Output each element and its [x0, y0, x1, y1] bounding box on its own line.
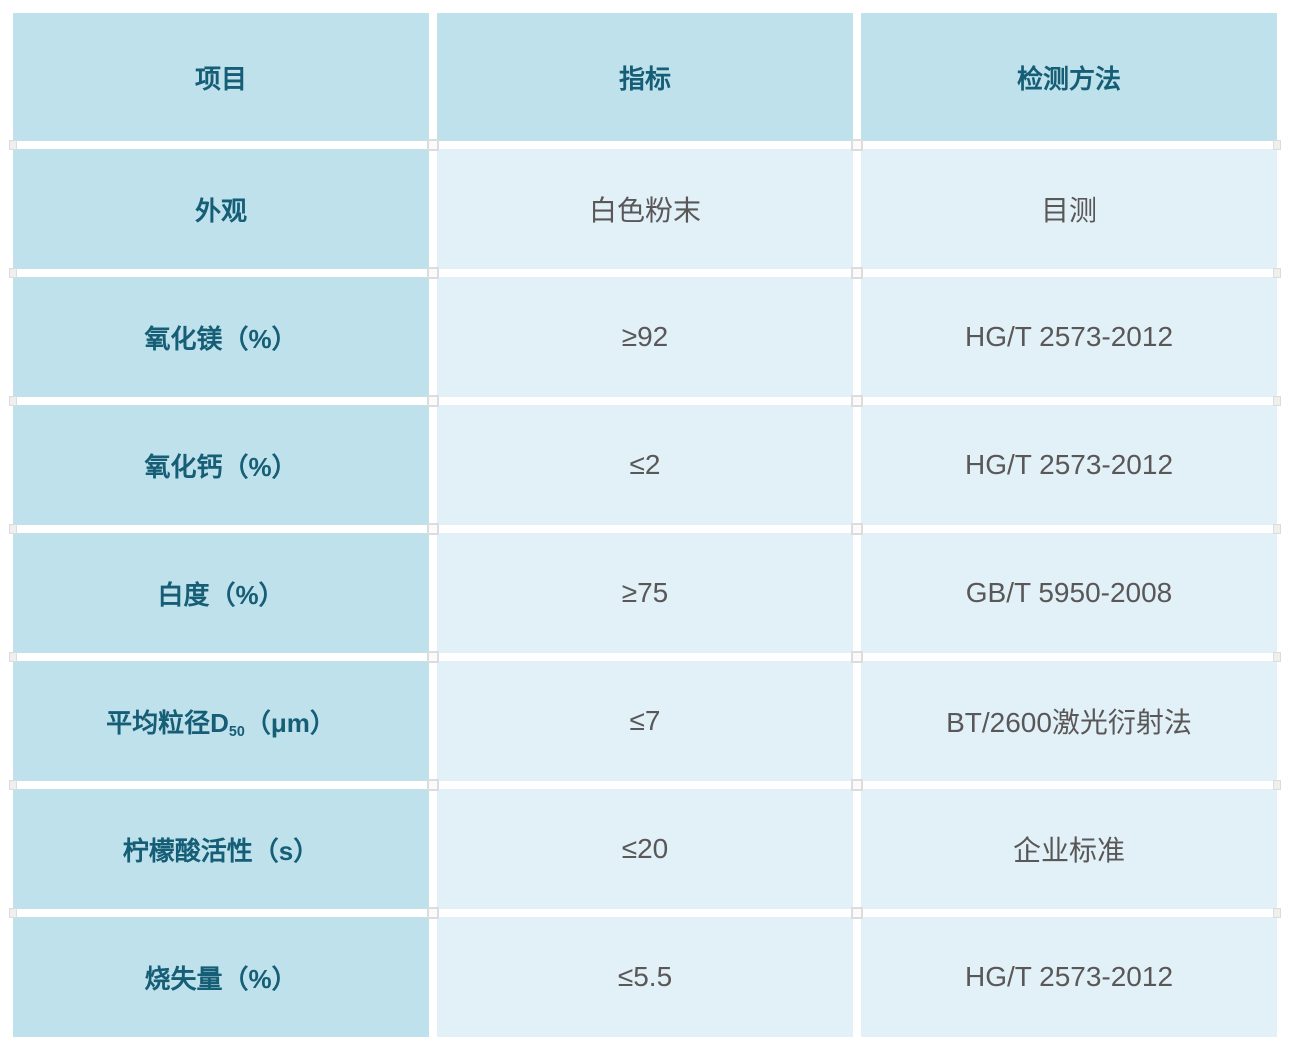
item-subscript: 50: [228, 723, 245, 740]
method-cell: 企业标准: [861, 789, 1277, 909]
item-cell: 柠檬酸活性（s）: [13, 789, 429, 909]
table-row: 外观 白色粉末 目测: [13, 149, 1277, 269]
method-value: 目测: [1040, 195, 1097, 226]
grid-handle-icon: [9, 908, 17, 918]
grid-handle-icon: [1273, 652, 1281, 662]
spec-value: ≤20: [621, 833, 669, 864]
grid-handle-icon: [851, 651, 863, 663]
grid-handle-icon: [1273, 908, 1281, 918]
grid-handle-icon: [427, 523, 439, 535]
table-row: 烧失量（%） ≤5.5 HG/T 2573-2012: [13, 917, 1277, 1037]
header-label-spec: 指标: [618, 63, 671, 94]
spec-value: ≤7: [629, 705, 661, 736]
table-row: 白度（%） ≥75 GB/T 5950-2008: [13, 533, 1277, 653]
table-row: 平均粒径D50（μm） ≤7 BT/2600激光衍射法: [13, 661, 1277, 781]
method-cell: HG/T 2573-2012: [861, 405, 1277, 525]
row-gap: [9, 267, 1281, 279]
spec-value-cell: ≤7: [437, 661, 853, 781]
grid-handle-icon: [9, 780, 17, 790]
method-cell: HG/T 2573-2012: [861, 277, 1277, 397]
grid-handle-icon: [1273, 780, 1281, 790]
grid-handle-icon: [9, 140, 17, 150]
grid-handle-icon: [851, 395, 863, 407]
spec-value-cell: ≤2: [437, 405, 853, 525]
item-label: 外观: [194, 195, 247, 226]
header-row: 项目 指标 检测方法: [13, 13, 1277, 141]
spec-value: ≥92: [621, 321, 669, 352]
row-gap: [9, 523, 1281, 535]
spec-table: 项目 指标 检测方法 外观 白色粉末 目测: [9, 13, 1281, 1037]
grid-handle-icon: [1273, 524, 1281, 534]
header-cell-method: 检测方法: [861, 13, 1277, 141]
method-cell: HG/T 2573-2012: [861, 917, 1277, 1037]
table-row: 柠檬酸活性（s） ≤20 企业标准: [13, 789, 1277, 909]
item-cell: 氧化钙（%）: [13, 405, 429, 525]
grid-handle-icon: [1273, 396, 1281, 406]
grid-handle-icon: [9, 268, 17, 278]
item-label: 氧化镁（%）: [144, 323, 298, 354]
grid-handle-icon: [851, 523, 863, 535]
spec-value-cell: ≥75: [437, 533, 853, 653]
item-cell: 白度（%）: [13, 533, 429, 653]
item-cell: 平均粒径D50（μm）: [13, 661, 429, 781]
header-cell-item: 项目: [13, 13, 429, 141]
spec-value: 白色粉末: [588, 195, 701, 226]
table-row: 氧化镁（%） ≥92 HG/T 2573-2012: [13, 277, 1277, 397]
spec-value-cell: ≤5.5: [437, 917, 853, 1037]
item-cell: 氧化镁（%）: [13, 277, 429, 397]
grid-handle-icon: [851, 907, 863, 919]
row-gap: [9, 395, 1281, 407]
row-gap: [9, 651, 1281, 663]
item-label: 平均粒径D50（μm）: [106, 707, 336, 740]
grid-handle-icon: [9, 396, 17, 406]
grid-handle-icon: [9, 524, 17, 534]
header-label-item: 项目: [194, 63, 247, 94]
row-gap: [9, 139, 1281, 151]
spec-value: ≤2: [629, 449, 661, 480]
grid-handle-icon: [1273, 140, 1281, 150]
item-cell: 外观: [13, 149, 429, 269]
grid-handle-icon: [851, 779, 863, 791]
method-cell: BT/2600激光衍射法: [861, 661, 1277, 781]
method-value: BT/2600激光衍射法: [946, 707, 1192, 738]
item-label: 柠檬酸活性（s）: [122, 835, 320, 866]
grid-handle-icon: [9, 652, 17, 662]
method-value: HG/T 2573-2012: [964, 321, 1174, 352]
row-gap: [9, 779, 1281, 791]
spec-value-cell: ≥92: [437, 277, 853, 397]
grid-handle-icon: [851, 139, 863, 151]
header-cell-spec: 指标: [437, 13, 853, 141]
table-row: 氧化钙（%） ≤2 HG/T 2573-2012: [13, 405, 1277, 525]
grid-handle-icon: [427, 651, 439, 663]
grid-handle-icon: [1273, 268, 1281, 278]
item-label: 白度（%）: [157, 579, 285, 610]
method-value: HG/T 2573-2012: [964, 449, 1174, 480]
grid-handle-icon: [427, 779, 439, 791]
item-label: 氧化钙（%）: [144, 451, 298, 482]
method-value: 企业标准: [1012, 835, 1125, 866]
grid-handle-icon: [851, 267, 863, 279]
row-gap: [9, 907, 1281, 919]
grid-handle-icon: [427, 395, 439, 407]
spec-value-cell: 白色粉末: [437, 149, 853, 269]
spec-value: ≤5.5: [617, 961, 673, 992]
spec-value: ≥75: [621, 577, 669, 608]
item-cell: 烧失量（%）: [13, 917, 429, 1037]
method-value: HG/T 2573-2012: [964, 961, 1174, 992]
item-label: 烧失量（%）: [144, 963, 298, 994]
grid-handle-icon: [427, 267, 439, 279]
header-label-method: 检测方法: [1016, 63, 1121, 94]
grid-handle-icon: [427, 907, 439, 919]
method-cell: 目测: [861, 149, 1277, 269]
method-value: GB/T 5950-2008: [965, 577, 1173, 608]
grid-handle-icon: [427, 139, 439, 151]
spec-value-cell: ≤20: [437, 789, 853, 909]
method-cell: GB/T 5950-2008: [861, 533, 1277, 653]
